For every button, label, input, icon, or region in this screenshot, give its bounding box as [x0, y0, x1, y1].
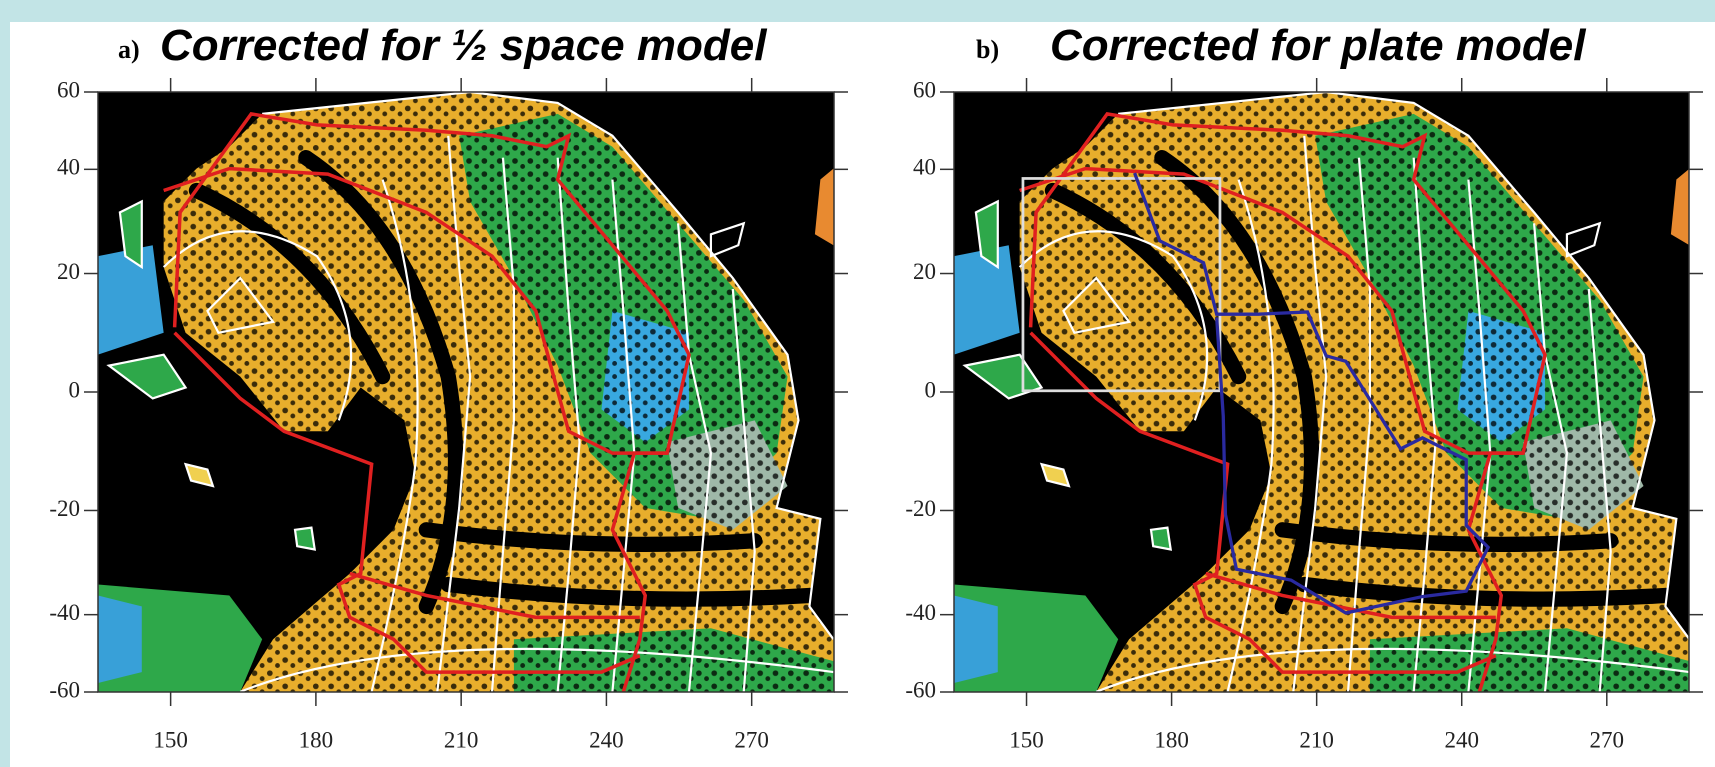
x-tick-label: 180 — [1154, 727, 1189, 752]
page: a) Corrected for ½ space model 60 40 20 0 -2… — [0, 0, 1715, 767]
x-tick-label: 150 — [153, 727, 188, 752]
figure: a) Corrected for ½ space model 60 40 20 0 -2… — [0, 0, 1715, 767]
panel-label: b) — [976, 35, 999, 64]
panel: a) Corrected for ½ space model 60 40 20 0 -2… — [49, 21, 848, 752]
panel: b) Corrected for plate model 60 40 20 0 -20 -… — [905, 21, 1703, 752]
x-tick-label: 270 — [1590, 727, 1625, 752]
x-tick-label: 180 — [299, 727, 334, 752]
panel-label: a) — [118, 35, 140, 64]
y-tick-label: 40 — [913, 155, 936, 180]
y-tick-label: -40 — [49, 600, 80, 625]
x-tick-label: 210 — [1299, 727, 1334, 752]
y-tick-label: 0 — [925, 377, 937, 402]
y-tick-label: -20 — [49, 496, 80, 521]
y-tick-label: 40 — [57, 155, 80, 180]
y-tick-label: -40 — [905, 600, 936, 625]
y-tick-label: -60 — [49, 677, 80, 702]
y-tick-label: -60 — [905, 677, 936, 702]
y-tick-label: -20 — [905, 496, 936, 521]
x-tick-label: 240 — [589, 727, 624, 752]
x-tick-label: 270 — [734, 727, 769, 752]
y-tick-label: 20 — [913, 259, 936, 284]
y-tick-label: 20 — [57, 259, 80, 284]
panel-title: Corrected for plate model — [1050, 21, 1586, 70]
map-image — [98, 92, 834, 692]
x-tick-label: 240 — [1444, 727, 1479, 752]
x-tick-label: 210 — [444, 727, 479, 752]
y-tick-label: 60 — [913, 77, 936, 102]
y-tick-label: 0 — [69, 377, 81, 402]
x-tick-label: 150 — [1009, 727, 1044, 752]
top-band — [0, 0, 1715, 22]
panel-title: Corrected for ½ space model — [160, 21, 767, 70]
left-band — [0, 0, 10, 767]
y-tick-label: 60 — [57, 77, 80, 102]
